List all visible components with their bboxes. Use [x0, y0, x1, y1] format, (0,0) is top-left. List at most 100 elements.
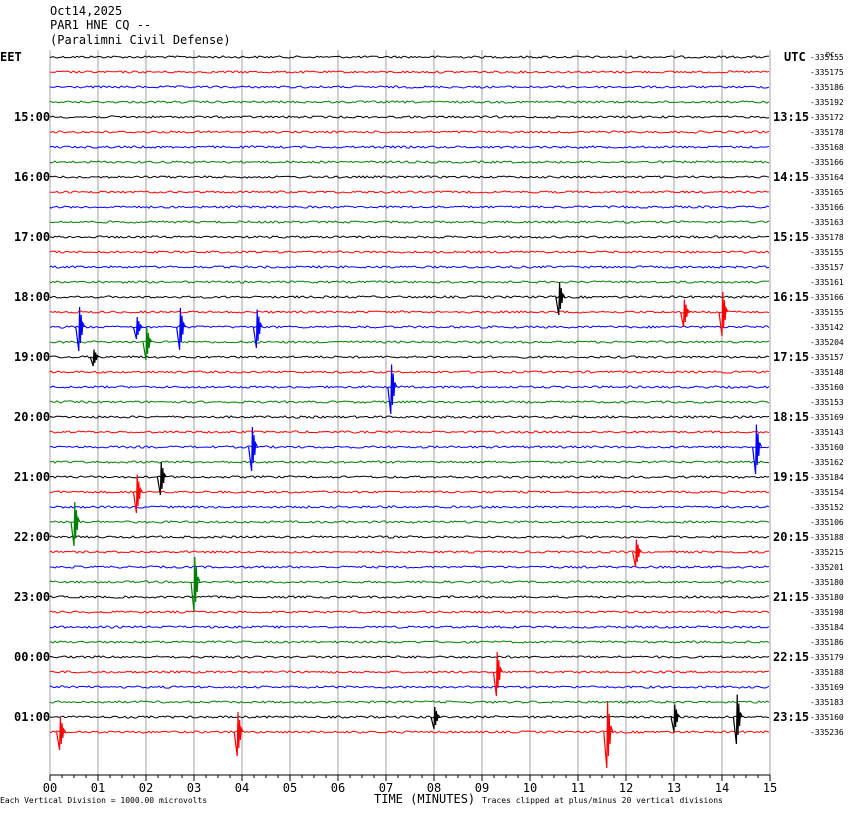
trace-row	[49, 730, 770, 734]
row-value-label: -335152	[810, 503, 844, 512]
trace-row	[49, 610, 770, 614]
row-value-label: -335186	[810, 638, 844, 647]
right-hour-label: 17:15	[773, 350, 809, 364]
row-value-label: -335204	[810, 338, 844, 347]
right-hour-label: 18:15	[773, 410, 809, 424]
trace-row	[49, 70, 770, 74]
row-value-label: -335169	[810, 413, 844, 422]
trace-row	[49, 295, 770, 299]
event-spike	[190, 556, 201, 613]
row-value-label: -335164	[810, 173, 844, 182]
trace-row	[49, 415, 770, 419]
right-timezone-label: UTC	[784, 50, 806, 64]
trace-row	[49, 625, 770, 629]
trace-row	[49, 310, 770, 314]
chart-location: (Paralimni Civil Defense)	[50, 33, 231, 47]
row-value-label: -335201	[810, 563, 844, 572]
left-hour-label: 15:00	[14, 110, 50, 124]
right-hour-label: 23:15	[773, 710, 809, 724]
event-spike	[718, 291, 729, 337]
right-hour-label: 13:15	[773, 110, 809, 124]
x-tick-label: 10	[523, 781, 537, 795]
row-value-label: -335166	[810, 203, 844, 212]
x-axis-label: TIME (MINUTES)	[374, 792, 476, 806]
trace-row	[49, 670, 770, 674]
event-spike	[233, 711, 244, 757]
trace-row	[49, 640, 770, 644]
row-value-label: -335192	[810, 98, 844, 107]
trace-row	[49, 565, 770, 569]
row-value-label: -335169	[810, 683, 844, 692]
trace-row	[49, 340, 770, 344]
row-value-label: -335157	[810, 353, 844, 362]
x-tick-label: 13	[667, 781, 681, 795]
row-value-label: -335179	[810, 653, 844, 662]
trace-row	[49, 520, 770, 524]
right-hour-label: 22:15	[773, 650, 809, 664]
row-value-label: -335163	[810, 218, 844, 227]
row-value-label: -335168	[810, 143, 844, 152]
corner-label: DC	[826, 51, 834, 59]
right-hour-label: 19:15	[773, 470, 809, 484]
event-spike	[430, 706, 441, 730]
event-spike	[156, 461, 167, 496]
row-value-label: -335160	[810, 443, 844, 452]
row-value-label: -335106	[810, 518, 844, 527]
trace-row	[49, 235, 770, 239]
event-spike	[132, 316, 143, 340]
trace-row	[49, 265, 770, 269]
chart-station: PAR1 HNE CQ --	[50, 18, 152, 32]
trace-row	[49, 385, 770, 389]
row-value-label: -335157	[810, 263, 844, 272]
chart-date: Oct14,2025	[50, 4, 123, 18]
trace-row	[49, 130, 770, 134]
row-value-label: -335153	[810, 398, 844, 407]
trace-row	[49, 475, 770, 479]
scale-note: Each Vertical Division = 1000.00 microvo…	[0, 796, 208, 805]
row-value-label: -335188	[810, 668, 844, 677]
trace-row	[49, 715, 770, 719]
trace-row	[49, 400, 770, 404]
event-spike	[132, 474, 143, 514]
x-tick-label: 15	[763, 781, 777, 795]
row-value-label: -335166	[810, 158, 844, 167]
event-spike	[70, 501, 81, 547]
x-tick-label: 06	[331, 781, 345, 795]
row-value-label: -335160	[810, 383, 844, 392]
trace-row	[49, 175, 770, 179]
row-value-label: -335172	[810, 113, 844, 122]
row-value-label: -335161	[810, 278, 844, 287]
trace-row	[49, 490, 770, 494]
trace-row	[49, 100, 770, 104]
left-hour-label: 01:00	[14, 710, 50, 724]
left-hour-label: 16:00	[14, 170, 50, 184]
trace-row	[49, 550, 770, 554]
event-spike	[732, 694, 743, 745]
left-hour-label: 19:00	[14, 350, 50, 364]
trace-row	[49, 325, 770, 329]
row-value-label: -335186	[810, 83, 844, 92]
x-tick-label: 03	[187, 781, 201, 795]
x-tick-label: 09	[475, 781, 489, 795]
trace-row	[49, 280, 770, 284]
event-spike	[670, 704, 681, 733]
event-spike	[56, 716, 67, 751]
row-value-label: -335143	[810, 428, 844, 437]
trace-row	[49, 115, 770, 119]
row-value-label: -335175	[810, 68, 844, 77]
left-hour-label: 23:00	[14, 590, 50, 604]
row-value-label: -335178	[810, 233, 844, 242]
row-value-label: -335165	[810, 188, 844, 197]
event-spike	[752, 424, 763, 475]
trace-row	[49, 55, 770, 59]
left-hour-label: 22:00	[14, 530, 50, 544]
event-spike	[387, 364, 398, 415]
trace-row	[49, 370, 770, 374]
x-tick-label: 08	[427, 781, 441, 795]
event-spike	[142, 326, 153, 361]
x-tick-label: 11	[571, 781, 585, 795]
event-spike	[89, 349, 100, 367]
event-spike	[603, 701, 614, 769]
x-tick-label: 12	[619, 781, 633, 795]
